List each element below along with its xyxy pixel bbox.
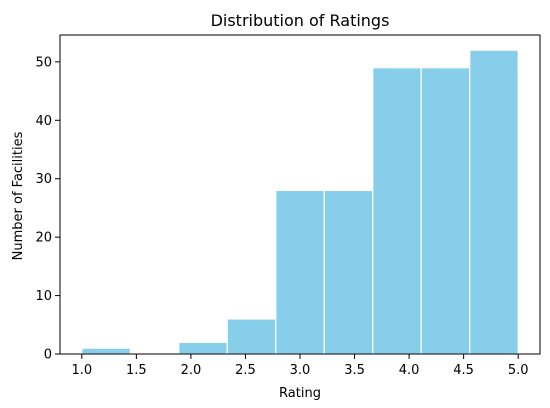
histogram-bar	[226, 318, 277, 355]
histogram-bar	[323, 189, 374, 355]
y-tick-label: 30	[35, 172, 52, 187]
x-tick-label: 3.0	[290, 363, 311, 378]
histogram-bar	[81, 347, 131, 355]
x-tick-label: 2.0	[181, 363, 202, 378]
x-tick-label: 1.0	[71, 363, 92, 378]
y-tick-label: 0	[44, 348, 52, 363]
x-axis-label: Rating	[279, 386, 321, 401]
bars-group	[81, 49, 519, 355]
histogram-bar	[275, 189, 325, 355]
histogram-bar	[469, 49, 519, 355]
y-tick-label: 10	[35, 289, 52, 304]
x-tick-label: 3.5	[344, 363, 365, 378]
x-tick-label: 4.0	[399, 363, 420, 378]
histogram-bar	[420, 67, 471, 355]
y-axis-label: Number of Facilities	[11, 131, 26, 260]
histogram-bar	[178, 341, 228, 355]
y-tick-label: 50	[35, 55, 52, 70]
plot-frame	[59, 34, 541, 355]
x-axis-ticks: 1.0 1.5 2.0 2.5 3.0 3.5 4.0 4.5 5.0	[71, 354, 529, 378]
y-tick-label: 20	[35, 231, 52, 246]
x-tick-label: 1.5	[126, 363, 147, 378]
x-tick-label: 4.5	[453, 363, 474, 378]
x-tick-label: 2.5	[235, 363, 256, 378]
y-axis-ticks: 0 10 20 30 40 50	[35, 55, 60, 363]
x-tick-label: 5.0	[508, 363, 529, 378]
histogram-bar	[372, 67, 422, 355]
y-tick-label: 40	[35, 114, 52, 129]
chart-title: Distribution of Ratings	[211, 11, 390, 30]
